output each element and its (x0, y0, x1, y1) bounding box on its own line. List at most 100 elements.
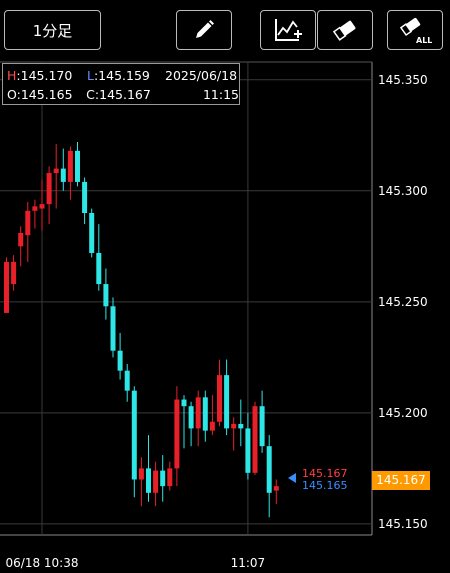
close-label: C (86, 87, 95, 102)
candle-body (273, 486, 279, 491)
draw-pencil-button[interactable] (176, 10, 232, 50)
candle-body (153, 470, 159, 493)
candle (138, 457, 144, 507)
candle (181, 395, 187, 449)
high-label: H (7, 68, 17, 83)
candle (4, 257, 9, 313)
info-date: 2025/06/18 (165, 68, 238, 83)
candle-series (4, 141, 279, 518)
candle (259, 390, 265, 453)
candle (238, 399, 244, 447)
candle (202, 390, 208, 442)
x-tick-label: 11:07 (231, 556, 266, 570)
candle (75, 141, 80, 187)
candle (153, 461, 159, 507)
candle (217, 359, 222, 427)
candle-body (46, 173, 52, 205)
candle-body (266, 446, 272, 493)
candle (60, 148, 66, 191)
timeframe-label: 1分足 (32, 21, 73, 40)
candle (89, 208, 95, 258)
candle-body (11, 261, 17, 285)
info-time: 11:15 (202, 87, 239, 102)
candle-body (103, 284, 109, 307)
candle-body (195, 397, 201, 429)
candle-body (252, 406, 258, 473)
ohlc-info-box: H:145.170 L:145.159 2025/06/18 O:145.165… (2, 63, 240, 105)
candle-body (96, 252, 102, 285)
y-tick-label: 145.200 (378, 406, 428, 420)
chart-grid (0, 61, 373, 536)
candle (209, 395, 215, 436)
candle-body (18, 232, 24, 247)
open-label: O (7, 87, 17, 102)
low-label: L (87, 68, 94, 83)
eraser-all-text: ALL (416, 36, 432, 45)
candle (188, 401, 194, 447)
candle (25, 201, 31, 262)
candle (39, 179, 45, 231)
candle-body (75, 150, 80, 182)
candle-body (39, 204, 45, 209)
candle (117, 332, 123, 380)
candle-body (167, 468, 173, 487)
candle-body (131, 390, 137, 480)
candle-body (82, 181, 88, 214)
candle (174, 386, 180, 487)
candle-body (224, 375, 230, 429)
candle-body (117, 350, 123, 371)
candle (11, 255, 17, 291)
current-price-badge: 145.167 (372, 471, 430, 490)
open-value: :145.165 (16, 87, 73, 102)
candle (273, 479, 279, 504)
candle-body (89, 213, 95, 253)
y-tick-label: 145.250 (378, 295, 428, 309)
candle-body (146, 468, 151, 493)
eraser-all-icon: ALL (399, 17, 432, 45)
ask-price-tag: 145.167 (302, 467, 348, 480)
candle-body (138, 468, 144, 480)
candle (18, 226, 24, 267)
eraser-all-button[interactable]: ALL (387, 10, 443, 50)
candle-body (231, 423, 237, 429)
y-tick-label: 145.300 (378, 184, 428, 198)
candle (252, 401, 258, 476)
candle (146, 435, 151, 502)
candle (266, 435, 272, 518)
candle (46, 166, 52, 225)
eraser-icon (332, 20, 356, 41)
candle (67, 146, 73, 200)
candle (131, 386, 137, 498)
candle-body (209, 421, 215, 431)
x-tick-label: 06/18 10:38 (6, 556, 79, 570)
candle (53, 144, 59, 209)
candle-body (259, 406, 265, 447)
candle (195, 390, 201, 447)
candle (103, 268, 109, 320)
candle-body (25, 210, 31, 236)
price-axis: 145.350 145.300 145.250 145.200 145.150 06/18… (6, 73, 428, 570)
price-pointer-icon (288, 473, 296, 483)
close-value: :145.167 (94, 87, 151, 102)
candle (96, 224, 102, 291)
add-indicator-button[interactable] (260, 10, 316, 50)
candle (124, 364, 130, 402)
high-value: :145.170 (16, 68, 73, 83)
candle-body (53, 168, 59, 174)
candle (160, 455, 166, 502)
candle (82, 177, 88, 225)
y-tick-label: 145.350 (378, 73, 428, 87)
eraser-button[interactable] (317, 10, 373, 50)
y-tick-label: 145.150 (378, 517, 428, 531)
candle-body (60, 168, 66, 182)
line-chart-add-icon (275, 19, 302, 41)
candle-body (67, 150, 73, 182)
candle-body (4, 261, 9, 313)
timeframe-button[interactable]: 1分足 (4, 10, 101, 50)
candle-body (160, 470, 166, 487)
candle-body (188, 406, 194, 429)
candle-body (124, 370, 130, 391)
pencil-icon (196, 20, 214, 38)
candle-body (238, 423, 244, 429)
